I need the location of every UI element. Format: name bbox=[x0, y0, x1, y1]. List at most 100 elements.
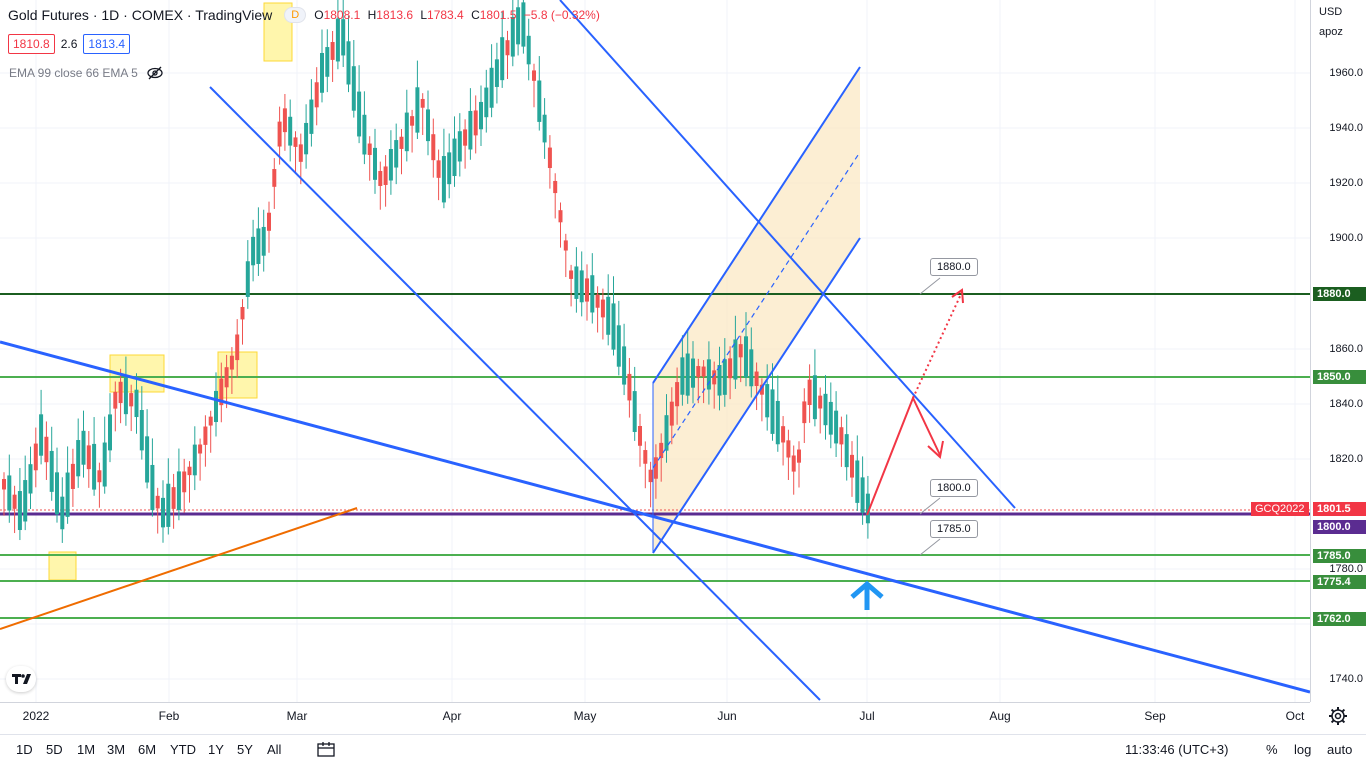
time-axis[interactable]: 2022 Feb Mar Apr May Jun Jul Aug Sep Oct bbox=[0, 702, 1310, 729]
range-3m[interactable]: 3M bbox=[107, 742, 126, 757]
candle-body bbox=[240, 306, 245, 320]
range-1d[interactable]: 1D bbox=[16, 742, 33, 757]
candle-body bbox=[850, 454, 854, 478]
candle-body bbox=[145, 436, 150, 483]
candle-body bbox=[627, 373, 632, 401]
candle-body bbox=[351, 66, 356, 111]
price-chart-canvas[interactable] bbox=[0, 0, 1310, 702]
callout-1880[interactable]: 1880.0 bbox=[930, 258, 978, 276]
candle-body bbox=[166, 483, 171, 527]
candle-body bbox=[818, 395, 823, 409]
candle-body bbox=[267, 212, 271, 231]
candle-body bbox=[759, 384, 764, 395]
bottom-toolbar: 1D 5D 1M 3M 6M YTD 1Y 5Y All 11:33:46 (U… bbox=[0, 734, 1366, 769]
candle-body bbox=[235, 334, 240, 361]
candle-body bbox=[86, 445, 91, 470]
gear-icon[interactable] bbox=[1328, 706, 1348, 726]
candle-body bbox=[574, 266, 579, 299]
candle-body bbox=[388, 149, 393, 181]
candle-body bbox=[346, 41, 351, 85]
candle-body bbox=[484, 87, 489, 118]
candle-body bbox=[256, 228, 261, 264]
range-5y[interactable]: 5Y bbox=[237, 742, 253, 757]
callout-pointers bbox=[919, 277, 941, 556]
price-axis[interactable]: 1960.0 1940.0 1920.0 1900.0 1860.0 1840.… bbox=[1310, 0, 1366, 702]
low-value: 1783.4 bbox=[427, 8, 464, 22]
candle-body bbox=[309, 99, 314, 134]
candle-body bbox=[245, 261, 250, 297]
candle-body bbox=[712, 370, 717, 385]
log-toggle[interactable]: log bbox=[1294, 742, 1312, 757]
candle-body bbox=[823, 393, 828, 426]
price-tick: 1960.0 bbox=[1329, 67, 1363, 79]
candle-body bbox=[49, 450, 54, 492]
candle-body bbox=[198, 444, 203, 454]
candle-body bbox=[12, 494, 17, 509]
candle-body bbox=[797, 449, 801, 463]
candle-body bbox=[150, 464, 155, 511]
candle-body bbox=[659, 442, 664, 459]
candle-body bbox=[118, 381, 123, 404]
date-range-icon[interactable] bbox=[317, 742, 335, 758]
tradingview-logo-icon[interactable] bbox=[6, 666, 36, 692]
time-label: Sep bbox=[1144, 709, 1166, 723]
candle-body bbox=[123, 377, 128, 415]
up-arrow-icon bbox=[850, 580, 884, 610]
price-tick: 1940.0 bbox=[1329, 122, 1363, 134]
range-1m[interactable]: 1M bbox=[77, 742, 96, 757]
candle-body bbox=[33, 443, 38, 471]
candle-body bbox=[622, 346, 627, 385]
candle-body bbox=[860, 477, 865, 513]
candle-body bbox=[590, 275, 595, 313]
candle-body bbox=[738, 344, 743, 358]
percent-toggle[interactable]: % bbox=[1266, 742, 1278, 757]
time-label: Mar bbox=[286, 709, 308, 723]
callout-1785[interactable]: 1785.0 bbox=[930, 520, 978, 538]
candle-body bbox=[224, 367, 229, 388]
interval-badge[interactable]: D bbox=[284, 7, 307, 23]
candle-body bbox=[272, 169, 277, 187]
candle-body bbox=[92, 443, 97, 490]
range-1y[interactable]: 1Y bbox=[208, 742, 224, 757]
time-label: Apr bbox=[442, 709, 462, 723]
range-6m[interactable]: 6M bbox=[138, 742, 157, 757]
candle-body bbox=[722, 359, 727, 395]
bid-price[interactable]: 1810.8 bbox=[8, 34, 55, 54]
candle-body bbox=[378, 170, 383, 186]
clock-timezone[interactable]: 11:33:46 (UTC+3) bbox=[1125, 742, 1229, 757]
candle-body bbox=[70, 463, 75, 489]
price-tick: 1920.0 bbox=[1329, 177, 1363, 189]
candle-body bbox=[473, 110, 478, 136]
currency-selector[interactable]: USD bbox=[1319, 6, 1343, 18]
candle-body bbox=[744, 336, 748, 378]
range-5d[interactable]: 5D bbox=[46, 742, 63, 757]
eye-hidden-icon[interactable] bbox=[146, 66, 164, 80]
candle-body bbox=[733, 339, 738, 380]
candle-body bbox=[553, 180, 558, 194]
unit-selector[interactable]: apoz bbox=[1319, 26, 1343, 38]
price-tick: 1780.0 bbox=[1329, 563, 1363, 575]
candle-body bbox=[28, 464, 33, 494]
callout-1800[interactable]: 1800.0 bbox=[930, 479, 978, 497]
candle-body bbox=[65, 472, 70, 517]
range-ytd[interactable]: YTD bbox=[170, 742, 196, 757]
auto-toggle[interactable]: auto bbox=[1327, 742, 1353, 757]
candle-body bbox=[844, 434, 849, 468]
ask-price[interactable]: 1813.4 bbox=[83, 34, 131, 54]
range-all[interactable]: All bbox=[267, 742, 282, 757]
candle-body bbox=[489, 67, 494, 108]
candle-body bbox=[717, 365, 722, 396]
indicator-legend[interactable]: EMA 99 close 66 EMA 5 bbox=[9, 66, 164, 80]
candle-body bbox=[463, 129, 468, 146]
high-value: 1813.6 bbox=[376, 8, 413, 22]
candle-body bbox=[44, 436, 49, 463]
symbol-title[interactable]: Gold Futures · 1D · COMEX · TradingView bbox=[8, 7, 273, 23]
candle-body bbox=[802, 401, 807, 424]
candle-body bbox=[367, 143, 372, 155]
candle-body bbox=[632, 391, 637, 432]
candle-body bbox=[39, 414, 44, 456]
projection-arrows bbox=[866, 288, 964, 516]
candle-body bbox=[855, 460, 860, 503]
price-tick: 1740.0 bbox=[1329, 673, 1363, 685]
indicator-label: EMA 99 close 66 EMA 5 bbox=[9, 66, 138, 80]
